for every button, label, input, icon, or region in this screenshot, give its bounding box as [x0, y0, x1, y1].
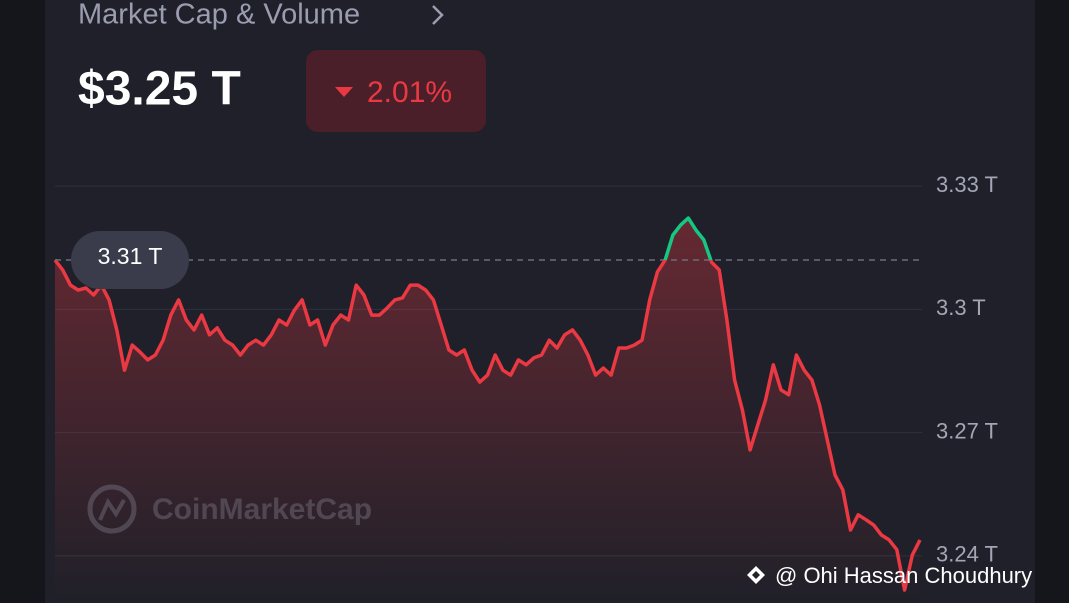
chevron[interactable]	[432, 5, 444, 25]
down-triangle	[335, 87, 353, 97]
watermark: CoinMarketCap	[87, 484, 372, 534]
market-cap-value: $3.25 T	[78, 63, 241, 116]
credit-icon	[747, 566, 765, 584]
reference-badge	[71, 231, 189, 290]
side-panel	[0, 0, 45, 603]
plot: 3.33 T 3.3 T 3.27 T 3.24 T 3.31 T	[53, 172, 998, 603]
watermark-logo	[87, 484, 137, 534]
change-badge	[306, 50, 486, 132]
side-panel	[1035, 0, 1069, 603]
y-tick-label: 3.3 T	[936, 295, 986, 320]
y-tick-label: 3.33 T	[936, 172, 998, 197]
credit: @ Ohi Hassan Choudhury	[775, 563, 1032, 588]
section-title[interactable]: Market Cap & Volume	[78, 0, 360, 31]
area	[55, 218, 920, 603]
watermark-logo-mark	[98, 497, 126, 521]
y-tick-label: 3.27 T	[936, 418, 998, 443]
price-line	[53, 260, 922, 592]
y-tick-label: 3.24 T	[936, 542, 998, 567]
change-value: 2.01%	[367, 76, 452, 109]
watermark-text: CoinMarketCap	[152, 493, 372, 526]
reference-label: 3.31 T	[98, 243, 163, 269]
